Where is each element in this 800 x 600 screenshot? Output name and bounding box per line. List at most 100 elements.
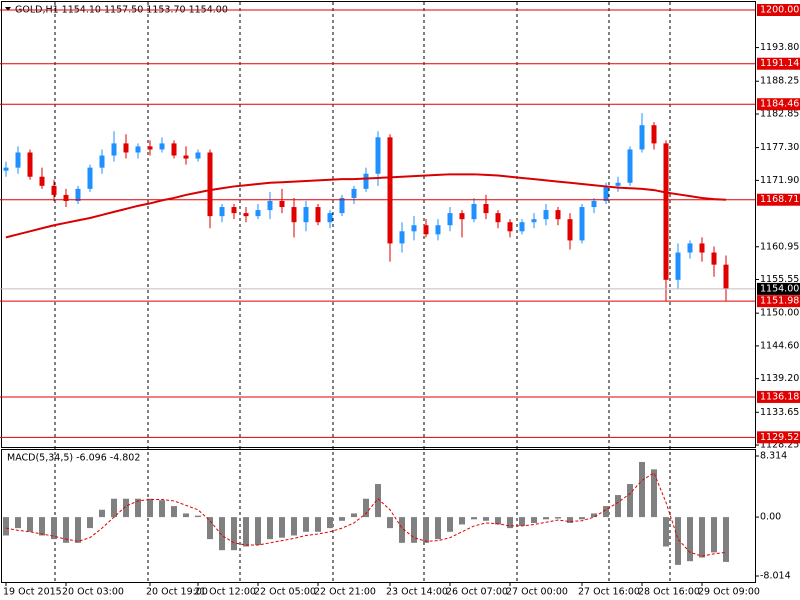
- candle-body: [687, 243, 693, 253]
- macd-bar: [375, 484, 381, 518]
- candle-body: [651, 125, 657, 144]
- candle-body: [15, 152, 21, 168]
- candle-body: [51, 185, 57, 195]
- candle-body: [195, 152, 201, 159]
- macd-bar: [519, 517, 525, 526]
- candle-body: [711, 252, 717, 265]
- y-tick-label: 1155.55: [760, 274, 799, 285]
- level-label: 1200.00: [760, 5, 799, 16]
- candle-body: [75, 188, 81, 201]
- macd-bar: [279, 517, 285, 538]
- x-tick-label: 23 Oct 14:00: [386, 587, 448, 598]
- macd-bar: [531, 517, 537, 523]
- candle-body: [723, 264, 729, 289]
- macd-bar: [399, 517, 405, 543]
- macd-bar: [435, 517, 441, 540]
- x-tick-label: 27 Oct 16:00: [578, 587, 640, 598]
- x-tick-label: 20 Oct 03:00: [62, 587, 124, 598]
- macd-bar: [255, 517, 261, 546]
- candle-body: [699, 243, 705, 253]
- macd-bar: [243, 517, 249, 547]
- x-tick-label: 27 Oct 00:00: [506, 587, 568, 598]
- macd-bar: [219, 517, 225, 551]
- candle-body: [171, 143, 177, 156]
- macd-bar: [483, 517, 489, 521]
- candle-body: [375, 137, 381, 174]
- macd-bar: [315, 517, 321, 532]
- macd-bar: [723, 517, 729, 562]
- macd-bar: [3, 517, 9, 536]
- candle-body: [555, 210, 561, 220]
- macd-bar: [471, 517, 477, 520]
- macd-bar: [711, 517, 717, 553]
- candle-body: [147, 146, 153, 150]
- candle-body: [639, 125, 645, 150]
- candle-body: [483, 204, 489, 214]
- level-label: 1191.14: [760, 58, 799, 69]
- level-label: 1184.46: [760, 99, 799, 110]
- candle-body: [363, 173, 369, 189]
- candle-body: [531, 219, 537, 223]
- level-label-bg: [757, 98, 800, 111]
- candle-body: [411, 225, 417, 232]
- candle-body: [303, 207, 309, 223]
- macd-bar: [15, 517, 21, 529]
- x-tick-label: 22 Oct 05:00: [254, 587, 316, 598]
- candle-body: [507, 222, 513, 232]
- candle-body: [519, 222, 525, 232]
- y-tick-label: 1144.60: [760, 340, 799, 351]
- candle-body: [603, 185, 609, 201]
- menu-arrow: [5, 7, 11, 11]
- y-tick-label: 1182.85: [760, 108, 799, 119]
- macd-bar: [603, 506, 609, 518]
- current-price-bg: [757, 282, 800, 295]
- macd-bar: [195, 515, 201, 518]
- candle-body: [27, 152, 33, 177]
- candle-body: [291, 207, 297, 223]
- candle-body: [435, 225, 441, 235]
- signal-line: [5, 472, 727, 557]
- macd-bar: [351, 513, 357, 518]
- moving-average: [5, 173, 727, 239]
- candle-body: [123, 143, 129, 153]
- macd-bar: [51, 517, 57, 540]
- y-tick-label: 1150.00: [760, 308, 799, 319]
- macd-bar: [99, 509, 105, 518]
- candle-body: [627, 149, 633, 183]
- x-tick-label: 22 Oct 21:00: [314, 587, 376, 598]
- candle-body: [339, 197, 345, 214]
- y-tick-label: -8.014: [760, 571, 791, 582]
- macd-bar: [411, 517, 417, 543]
- macd-bar: [39, 517, 45, 536]
- candle-body: [39, 176, 45, 186]
- candle-body: [135, 146, 141, 153]
- macd-bar: [363, 498, 369, 518]
- level-label: 1151.98: [760, 296, 799, 307]
- macd-bar: [387, 517, 393, 529]
- y-tick-label: 1177.30: [760, 142, 799, 153]
- y-tick-label: 1133.65: [760, 407, 799, 418]
- y-tick-label: 1160.95: [760, 241, 799, 252]
- current-price-label: 1154.00: [760, 283, 799, 294]
- macd-bar: [555, 517, 561, 519]
- macd-bar: [291, 517, 297, 536]
- candle-body: [567, 219, 573, 241]
- macd-bar: [63, 517, 69, 543]
- macd-bar: [687, 517, 693, 562]
- macd-bar: [459, 517, 465, 525]
- x-tick-label: 29 Oct 09:00: [698, 587, 760, 598]
- macd-bar: [183, 513, 189, 518]
- macd-bar: [423, 517, 429, 543]
- level-label-bg: [757, 295, 800, 308]
- candle-body: [351, 188, 357, 198]
- candle-body: [579, 207, 585, 241]
- candle-body: [315, 207, 321, 223]
- macd-bar: [627, 484, 633, 518]
- x-tick-label: 26 Oct 07:00: [446, 587, 508, 598]
- candle-body: [615, 182, 621, 186]
- macd-bar: [651, 469, 657, 518]
- candle-body: [675, 252, 681, 280]
- level-label-bg: [757, 431, 800, 444]
- macd-bar: [591, 513, 597, 518]
